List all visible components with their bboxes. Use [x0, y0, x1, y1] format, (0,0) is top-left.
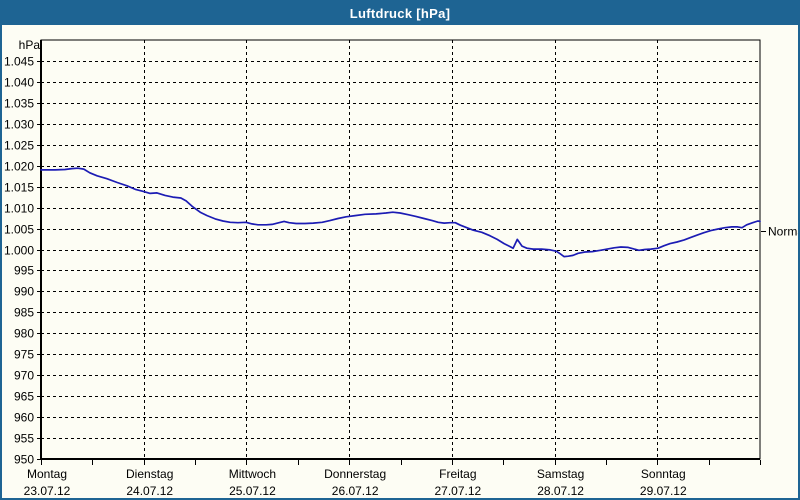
y-tick-labels: 1.045 1.040 1.035 1.030 1.025 1.020 1.015 1.010…: [4, 38, 40, 467]
day-date-label: 24.07.12: [126, 484, 173, 498]
y-tick-label: 960: [14, 411, 34, 425]
normal-marker: Normal: [761, 225, 798, 239]
y-tick-label: 1.025: [4, 139, 34, 153]
day-date-label: 23.07.12: [24, 484, 71, 498]
day-weekday-label: Sonntag: [641, 467, 686, 481]
day-date-label: 28.07.12: [537, 484, 584, 498]
y-tick-label: 1.010: [4, 202, 34, 216]
day-date-label: 26.07.12: [332, 484, 379, 498]
gridlines: [41, 40, 760, 459]
y-tick-label: 1.045: [4, 55, 34, 69]
day-weekday-label: Montag: [27, 467, 67, 481]
axis-ticks: [37, 61, 761, 465]
x-tick-labels: Montag 23.07.12 Dienstag 24.07.12 Mittwoch 25…: [24, 467, 687, 498]
day-weekday-label: Freitag: [439, 467, 476, 481]
y-tick-label: 1.015: [4, 181, 34, 195]
y-tick-label: 970: [14, 369, 34, 383]
y-tick-label: 955: [14, 432, 34, 446]
pressure-line: [40, 167, 761, 258]
y-tick-label: 995: [14, 264, 34, 278]
y-axis-unit-label: hPa: [19, 38, 41, 52]
y-tick-label: 1.040: [4, 76, 34, 90]
day-weekday-label: Samstag: [537, 467, 584, 481]
plot-frame: [40, 39, 761, 460]
y-tick-label: 985: [14, 306, 34, 320]
y-tick-label: 950: [14, 453, 34, 467]
y-tick-label: 980: [14, 327, 34, 341]
day-date-label: 29.07.12: [640, 484, 687, 498]
day-weekday-label: Mittwoch: [229, 467, 276, 481]
day-weekday-label: Donnerstag: [324, 467, 386, 481]
y-tick-label: 1.005: [4, 223, 34, 237]
window-titlebar: Luftdruck [hPa]: [2, 2, 798, 25]
y-tick-label: 1.000: [4, 244, 34, 258]
y-tick-label: 965: [14, 390, 34, 404]
y-tick-label: 975: [14, 348, 34, 362]
window-title: Luftdruck [hPa]: [349, 6, 451, 21]
y-tick-label: 1.030: [4, 118, 34, 132]
normal-marker-label: Normal: [768, 225, 798, 239]
y-tick-label: 1.035: [4, 97, 34, 111]
y-tick-label: 1.020: [4, 160, 34, 174]
day-date-label: 25.07.12: [229, 484, 276, 498]
day-date-label: 27.07.12: [434, 484, 481, 498]
y-tick-label: 990: [14, 285, 34, 299]
pressure-series-line: [40, 167, 761, 258]
day-weekday-label: Dienstag: [126, 467, 173, 481]
